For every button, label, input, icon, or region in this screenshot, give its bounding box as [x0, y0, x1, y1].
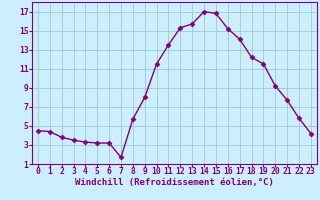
X-axis label: Windchill (Refroidissement éolien,°C): Windchill (Refroidissement éolien,°C): [75, 178, 274, 187]
